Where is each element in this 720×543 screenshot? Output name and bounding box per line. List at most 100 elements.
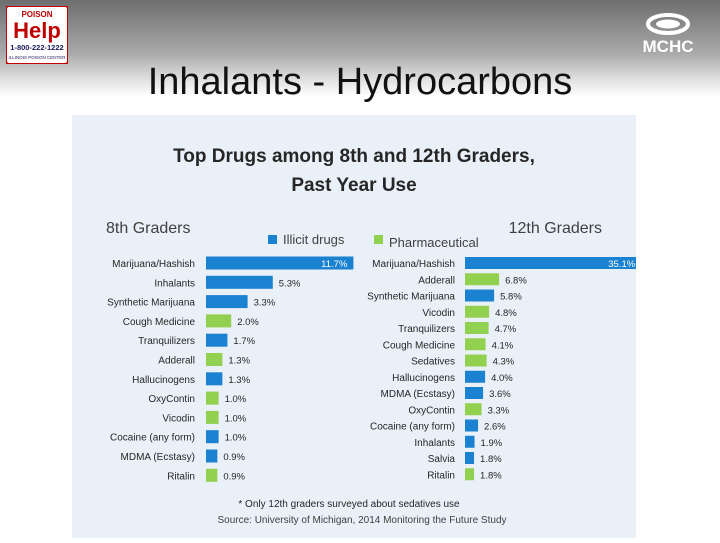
twelfth-bar	[465, 322, 489, 334]
eighth-value-label: 2.0%	[237, 317, 259, 328]
eighth-category-label: Cough Medicine	[123, 317, 196, 328]
chart-title-line2: Past Year Use	[291, 175, 416, 196]
eighth-category-label: Adderall	[158, 356, 195, 367]
eighth-value-label: 1.0%	[225, 413, 247, 424]
logo-line2: Help	[13, 18, 61, 43]
eighth-category-label: Hallucinogens	[132, 375, 195, 386]
eighth-bar	[206, 468, 218, 482]
twelfth-category-label: Inhalants	[414, 438, 455, 449]
panel-title-8th: 8th Graders	[106, 220, 190, 237]
chart: Top Drugs among 8th and 12th Graders, Pa…	[106, 146, 642, 526]
twelfth-value-label: 3.6%	[489, 389, 511, 400]
header-bar	[0, 0, 720, 96]
eighth-bar	[206, 275, 273, 289]
twelfth-bar	[465, 419, 479, 432]
eighth-bar	[206, 333, 228, 347]
twelfth-bar	[465, 387, 484, 399]
eighth-bar	[206, 372, 223, 386]
twelfth-bar	[465, 452, 475, 464]
eighth-bar	[206, 256, 354, 270]
eighth-category-label: Ritalin	[167, 471, 195, 482]
logo-line4: ILLINOIS POISON CENTER	[8, 55, 66, 60]
eighth-bar	[206, 353, 223, 366]
twelfth-category-label: Salvia	[428, 454, 456, 465]
legend-label-pharmaceutical: Pharmaceutical	[389, 235, 479, 250]
twelfth-value-label: 2.6%	[484, 422, 506, 433]
chart-source: Source: University of Michigan, 2014 Mon…	[217, 515, 506, 526]
chart-panel: Top Drugs among 8th and 12th Graders, Pa…	[72, 115, 642, 538]
eighth-bar	[206, 295, 248, 309]
twelfth-value-label: 5.8%	[500, 292, 522, 303]
twelfth-value-label: 6.8%	[505, 275, 527, 286]
eighth-value-label: 0.9%	[223, 471, 245, 482]
eighth-bar	[206, 314, 232, 328]
eighth-category-label: Tranquilizers	[138, 336, 195, 347]
eighth-bar	[206, 430, 219, 444]
twelfth-value-label: 3.3%	[488, 405, 510, 416]
twelfth-category-label: Synthetic Marijuana	[367, 292, 455, 303]
eighth-category-label: Vicodin	[162, 413, 195, 424]
eighth-category-label: Marijuana/Hashish	[112, 259, 195, 270]
eighth-value-label: 1.0%	[225, 394, 247, 405]
eighth-value-label: 11.7%	[321, 259, 348, 270]
twelfth-category-label: Marijuana/Hashish	[372, 259, 455, 270]
slide-title: Inhalants - Hydrocarbons	[147, 61, 573, 103]
eighth-value-label: 5.3%	[279, 278, 301, 289]
poison-help-logo: POISON Help 1-800-222-1222 ILLINOIS POIS…	[6, 6, 68, 64]
twelfth-category-label: Cocaine (any form)	[370, 422, 455, 433]
twelfth-category-label: Adderall	[418, 275, 455, 286]
mchc-logo: MCHC	[643, 13, 694, 56]
eighth-category-label: Synthetic Marijuana	[107, 298, 195, 309]
eighth-bar	[206, 391, 219, 405]
twelfth-bar	[465, 370, 486, 383]
logo-right-text: MCHC	[643, 37, 694, 56]
twelfth-value-label: 4.1%	[492, 340, 514, 351]
twelfth-value-label: 4.0%	[491, 373, 513, 384]
twelfth-category-label: Vicodin	[422, 308, 455, 319]
eighth-value-label: 1.7%	[233, 336, 255, 347]
twelfth-value-label: 4.7%	[495, 324, 517, 335]
eighth-category-label: Inhalants	[154, 278, 195, 289]
eighth-category-label: OxyContin	[148, 394, 195, 405]
twelfth-bar	[465, 338, 486, 351]
twelfth-bar	[465, 435, 475, 448]
eighth-value-label: 1.0%	[225, 433, 247, 444]
twelfth-bar	[465, 468, 475, 481]
logo-line3: 1-800-222-1222	[10, 43, 63, 52]
chart-footnote: * Only 12th graders surveyed about sedat…	[238, 499, 460, 510]
twelfth-value-label: 35.1%	[608, 259, 635, 270]
legend-swatch-pharmaceutical	[374, 235, 383, 244]
twelfth-bar	[465, 305, 490, 318]
eighth-bar	[206, 410, 219, 424]
twelfth-value-label: 1.8%	[480, 470, 502, 481]
twelfth-category-label: Sedatives	[411, 357, 455, 368]
bars-8th-graders: Marijuana/Hashish 11.7% Inhalants 5.3% Synth…	[107, 256, 354, 482]
panel-title-12th: 12th Graders	[509, 220, 602, 237]
chart-title-line1: Top Drugs among 8th and 12th Graders,	[173, 146, 535, 167]
twelfth-bar	[465, 354, 487, 367]
twelfth-category-label: Cough Medicine	[383, 340, 456, 351]
twelfth-category-label: Ritalin	[427, 470, 455, 481]
twelfth-category-label: OxyContin	[408, 405, 455, 416]
eighth-value-label: 1.3%	[228, 375, 250, 386]
bars-12th-graders: Marijuana/Hashish 35.1% Adderall 6.8% Synthe…	[367, 257, 642, 481]
eighth-category-label: MDMA (Ecstasy)	[121, 452, 195, 463]
twelfth-value-label: 4.3%	[493, 357, 515, 368]
eighth-value-label: 0.9%	[223, 452, 245, 463]
twelfth-bar	[465, 273, 500, 286]
twelfth-value-label: 1.9%	[481, 438, 503, 449]
eighth-category-label: Cocaine (any form)	[110, 433, 195, 444]
twelfth-bar	[465, 403, 482, 416]
twelfth-category-label: Hallucinogens	[392, 373, 455, 384]
legend-label-illicit: Illicit drugs	[283, 232, 345, 247]
eighth-value-label: 1.3%	[228, 356, 250, 367]
eighth-value-label: 3.3%	[254, 298, 276, 309]
eighth-bar	[206, 449, 218, 463]
logo-line1: POISON	[21, 10, 52, 19]
twelfth-category-label: Tranquilizers	[398, 324, 455, 335]
twelfth-value-label: 1.8%	[480, 454, 502, 465]
twelfth-bar	[465, 289, 495, 302]
twelfth-value-label: 4.8%	[495, 308, 517, 319]
twelfth-bar	[465, 257, 642, 269]
legend-swatch-illicit	[268, 235, 277, 244]
